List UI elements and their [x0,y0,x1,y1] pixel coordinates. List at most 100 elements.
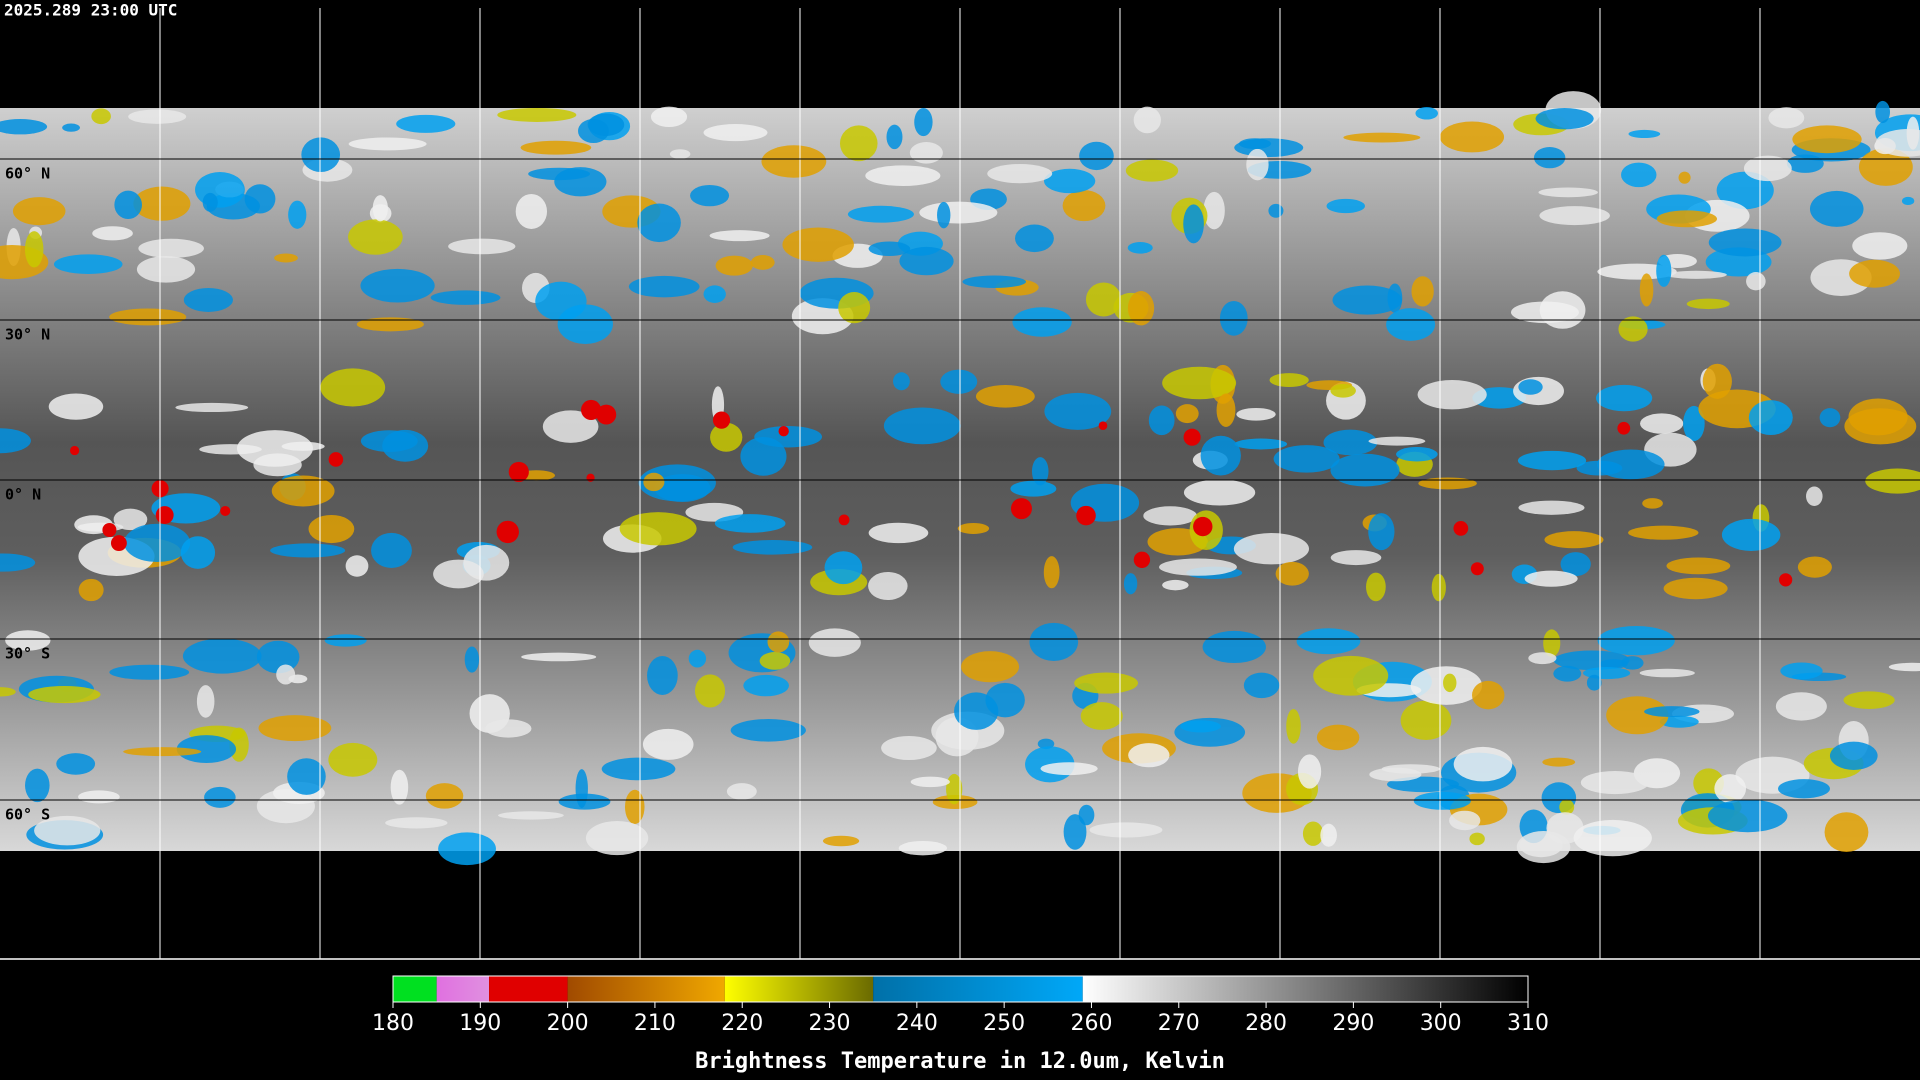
cloud [1543,629,1561,657]
colorbar-tick-label: 300 [1420,1011,1462,1036]
cloud [1418,477,1477,490]
cloud [759,652,791,670]
cloud [1678,171,1691,184]
colorbar-segment [873,976,1083,1002]
cloud [1829,741,1878,770]
latitude-label: 0° N [5,486,41,504]
cloud [1686,298,1730,310]
cloud [1431,573,1446,602]
cloud [12,197,66,226]
cloud [1183,204,1204,244]
cloud [654,474,711,503]
colorbar-frame [392,975,1529,1003]
cloud [1843,691,1895,709]
cloud [761,145,827,178]
cloud [1901,196,1915,206]
cloud [236,430,313,467]
cloud [1708,228,1782,257]
cloud [123,747,202,757]
cloud [1330,453,1400,487]
cloud [301,137,341,173]
cloud [287,758,326,795]
cloud [113,508,148,531]
cloud [1518,500,1585,515]
cloud [1089,822,1163,838]
cloud [324,634,367,647]
cloud [430,290,501,305]
cloud [1313,655,1389,696]
cloud [1400,700,1452,741]
cloud [822,835,860,847]
cloud [438,832,496,866]
cloud [1544,531,1604,549]
cloud [1275,561,1309,586]
cloud [1542,757,1576,767]
cloud [1015,224,1054,253]
cloud [587,113,625,136]
cloud [1273,445,1340,473]
latitude-label: 30° S [5,645,50,663]
cloud [485,719,532,738]
cloud [1062,190,1106,222]
cloud [1518,379,1543,395]
cloud [1663,577,1728,600]
cloud [1560,552,1591,577]
cloud [270,543,346,558]
cloud [1819,408,1841,428]
cloud [1786,154,1824,173]
cloud [669,149,691,159]
cloud [1162,366,1237,400]
cloud [601,757,676,781]
cloud [271,475,335,507]
cloud [1366,572,1386,602]
cloud [497,107,577,122]
cloud [109,664,190,680]
cloud [1143,506,1197,526]
colorbar-label: Brightness Temperature in 12.0um, Kelvin [695,1049,1225,1074]
cloud [56,753,96,775]
colorbar-tick-label: 220 [721,1011,763,1036]
cloud [946,773,963,805]
storm-core [1779,573,1793,587]
storm-core [220,505,231,517]
cloud [1707,799,1788,833]
cloud [709,230,770,242]
cloud [1865,468,1920,494]
cloud [1233,533,1310,565]
cloud [448,238,516,255]
cloud [1806,486,1823,507]
cloud [92,226,133,241]
cloud [637,203,681,243]
cloud [1743,155,1792,182]
cloud [767,631,790,653]
cloud [839,125,878,162]
cloud [1875,129,1920,157]
cloud [1415,107,1439,120]
cloud [1628,525,1699,540]
cloud [25,768,50,803]
cloud [78,790,120,804]
cloud [1127,291,1155,326]
cloud [957,523,990,534]
cloud [433,559,484,589]
cloud [650,106,688,127]
storm-core [581,399,602,420]
cloud [1642,498,1663,509]
colorbar-tick-label: 180 [372,1011,414,1036]
cloud [1159,558,1237,576]
cloud [868,241,911,257]
cloud [1597,625,1675,656]
storm-core [1193,516,1213,537]
storm-core [496,520,519,544]
cloud [558,793,611,810]
cloud [0,687,16,697]
cloud [1469,832,1485,846]
cloud [1200,435,1241,476]
cloud [585,820,649,856]
cloud [515,193,548,230]
latitude-label: 60° S [5,806,50,824]
cloud [1533,147,1566,169]
cloud [1413,791,1471,810]
cloud [1517,450,1587,471]
cloud [619,512,697,546]
